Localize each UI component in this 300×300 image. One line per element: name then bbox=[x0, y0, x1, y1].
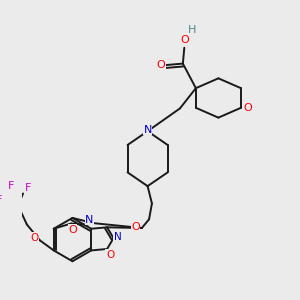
Text: O: O bbox=[180, 35, 189, 46]
Text: O: O bbox=[68, 225, 77, 235]
Text: O: O bbox=[131, 222, 140, 232]
Text: F: F bbox=[25, 183, 32, 193]
Text: N: N bbox=[85, 214, 94, 225]
Text: N: N bbox=[114, 232, 122, 242]
Polygon shape bbox=[91, 227, 113, 250]
Text: O: O bbox=[106, 250, 114, 260]
Text: F: F bbox=[0, 195, 3, 206]
Text: O: O bbox=[243, 103, 252, 113]
Text: O: O bbox=[157, 60, 165, 70]
Text: F: F bbox=[8, 181, 14, 191]
Text: H: H bbox=[188, 26, 196, 35]
Text: N: N bbox=[143, 125, 152, 135]
Text: O: O bbox=[30, 233, 38, 243]
